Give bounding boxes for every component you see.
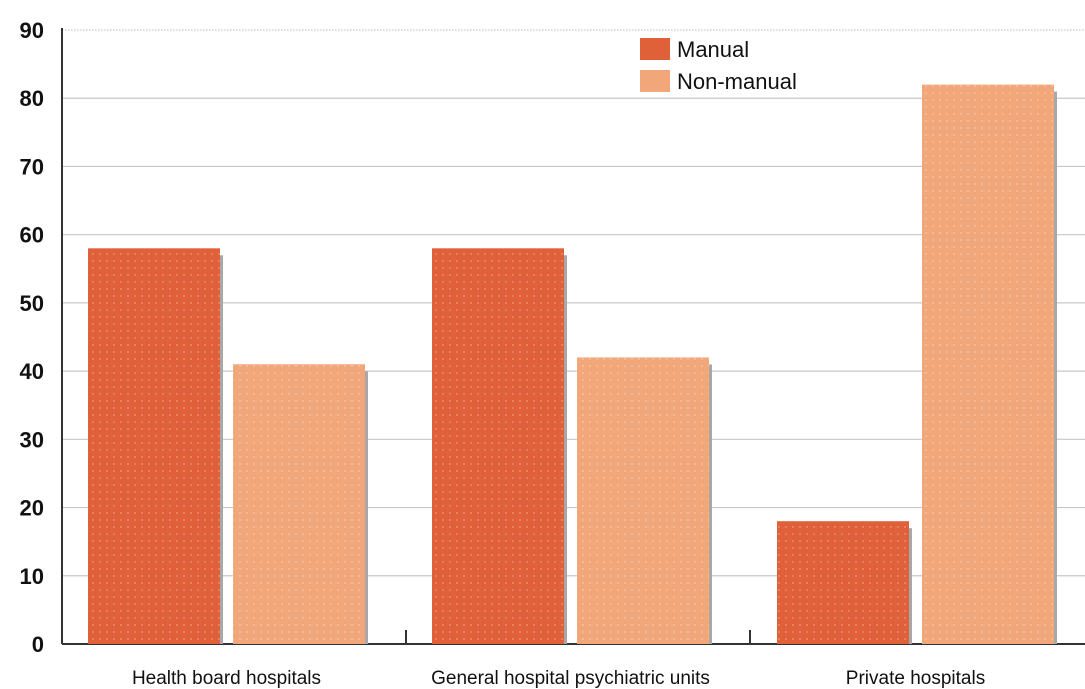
y-tick-label: 10 [20,564,44,589]
x-tick-label: Private hospitals [846,668,985,689]
bar-texture [922,84,1054,645]
bar-texture [88,248,220,645]
y-tick-label: 0 [32,632,44,657]
bar-texture [432,248,564,645]
y-tick-labels: 0 10 20 30 40 50 60 70 80 90 [20,18,44,657]
bars [88,84,1057,645]
legend-label: Manual [677,37,749,62]
legend: Manual Non-manual [640,37,797,94]
bar-texture [233,364,365,644]
legend-label: Non-manual [677,69,797,94]
bar-texture [777,521,909,644]
gridlines [62,29,1085,577]
x-tick-label: General hospital psychiatric units [431,668,710,689]
y-tick-label: 70 [20,154,44,179]
bar-texture [577,357,709,644]
axes [61,28,1085,645]
x-tick-labels: Health board hospitals General hospital p… [132,668,985,689]
y-tick-label: 90 [20,18,44,43]
y-tick-label: 80 [20,86,44,111]
legend-swatch-non-manual [640,70,670,92]
y-tick-label: 20 [20,496,44,521]
x-tick-label: Health board hospitals [132,668,321,689]
y-tick-label: 40 [20,359,44,384]
y-tick-label: 30 [20,427,44,452]
y-tick-label: 50 [20,291,44,316]
y-tick-label: 60 [20,223,44,248]
legend-swatch-manual [640,38,670,60]
